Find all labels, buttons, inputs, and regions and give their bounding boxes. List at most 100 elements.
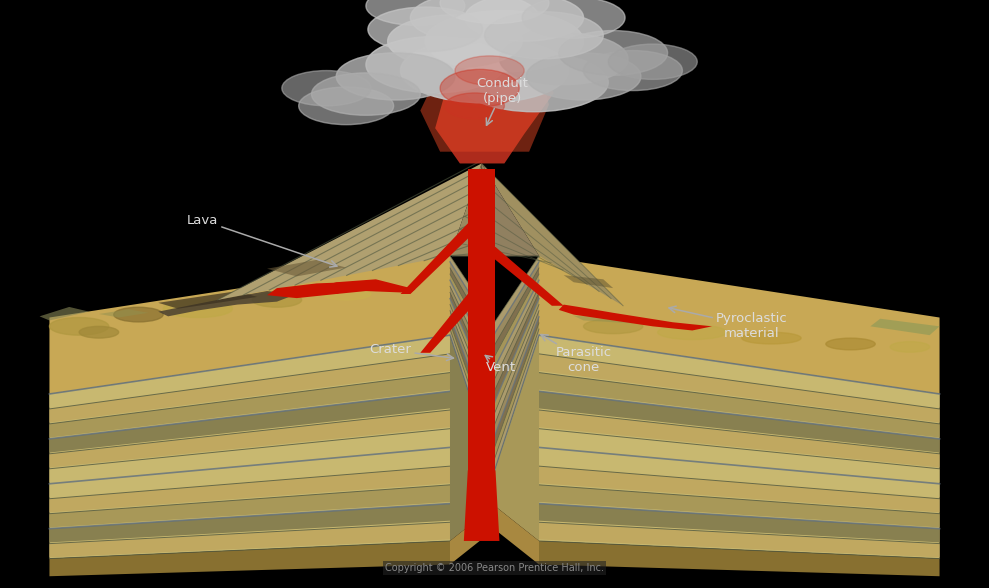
Polygon shape: [494, 274, 539, 367]
Polygon shape: [559, 305, 712, 330]
Ellipse shape: [336, 53, 455, 100]
Ellipse shape: [440, 69, 519, 107]
Ellipse shape: [368, 7, 483, 52]
Polygon shape: [450, 268, 494, 356]
Ellipse shape: [312, 73, 420, 115]
Polygon shape: [450, 286, 494, 390]
Ellipse shape: [485, 12, 603, 59]
Polygon shape: [494, 268, 539, 356]
Ellipse shape: [388, 15, 522, 68]
Polygon shape: [450, 305, 494, 424]
Ellipse shape: [79, 326, 119, 338]
Ellipse shape: [410, 0, 539, 42]
Ellipse shape: [366, 0, 465, 25]
Polygon shape: [494, 329, 539, 470]
Polygon shape: [539, 485, 940, 527]
Polygon shape: [267, 281, 376, 298]
Polygon shape: [564, 275, 613, 288]
Polygon shape: [468, 169, 495, 506]
Polygon shape: [49, 335, 450, 407]
Ellipse shape: [465, 0, 584, 41]
Polygon shape: [49, 503, 450, 542]
Polygon shape: [539, 541, 940, 576]
Polygon shape: [494, 299, 539, 413]
Polygon shape: [450, 274, 494, 367]
Polygon shape: [450, 323, 494, 458]
Polygon shape: [539, 354, 940, 423]
Polygon shape: [49, 410, 450, 467]
Polygon shape: [480, 247, 564, 306]
Text: Copyright © 2006 Pearson Prentice Hall, Inc.: Copyright © 2006 Pearson Prentice Hall, …: [385, 563, 604, 573]
Polygon shape: [420, 294, 484, 353]
Polygon shape: [494, 323, 539, 458]
Polygon shape: [40, 307, 89, 320]
Ellipse shape: [499, 33, 628, 85]
Polygon shape: [574, 316, 633, 323]
Polygon shape: [49, 541, 450, 576]
Text: Conduit
(pipe): Conduit (pipe): [477, 77, 528, 125]
Polygon shape: [450, 506, 539, 564]
Ellipse shape: [252, 292, 302, 308]
Ellipse shape: [368, 7, 483, 52]
Ellipse shape: [425, 11, 584, 72]
Polygon shape: [49, 354, 450, 423]
Ellipse shape: [49, 318, 109, 335]
Polygon shape: [49, 256, 450, 394]
Polygon shape: [450, 280, 494, 379]
Polygon shape: [539, 335, 940, 559]
Ellipse shape: [465, 0, 584, 41]
Polygon shape: [218, 163, 482, 300]
Ellipse shape: [401, 38, 569, 103]
Ellipse shape: [522, 0, 625, 38]
Polygon shape: [494, 317, 539, 447]
Polygon shape: [420, 46, 549, 152]
Polygon shape: [539, 256, 940, 394]
Polygon shape: [494, 310, 539, 435]
Ellipse shape: [440, 0, 549, 24]
Polygon shape: [158, 291, 297, 316]
Ellipse shape: [299, 87, 394, 125]
Polygon shape: [49, 447, 450, 497]
Ellipse shape: [366, 0, 465, 25]
Ellipse shape: [282, 71, 371, 106]
Ellipse shape: [890, 342, 930, 352]
Text: Pyroclastic
material: Pyroclastic material: [669, 306, 787, 340]
Ellipse shape: [559, 31, 668, 75]
Polygon shape: [49, 335, 450, 559]
Polygon shape: [494, 305, 539, 424]
Polygon shape: [494, 292, 539, 401]
Ellipse shape: [584, 51, 682, 91]
Polygon shape: [494, 262, 539, 344]
Polygon shape: [267, 260, 346, 276]
Polygon shape: [494, 256, 539, 333]
Ellipse shape: [460, 53, 608, 112]
Polygon shape: [316, 279, 415, 294]
Ellipse shape: [526, 53, 641, 100]
Text: Vent: Vent: [486, 356, 516, 374]
Polygon shape: [870, 319, 940, 335]
Text: Lava: Lava: [187, 214, 337, 267]
Polygon shape: [482, 163, 623, 306]
Polygon shape: [450, 317, 494, 447]
Polygon shape: [539, 391, 940, 453]
Ellipse shape: [366, 36, 504, 93]
Polygon shape: [494, 256, 539, 470]
Ellipse shape: [114, 308, 163, 322]
Ellipse shape: [401, 38, 569, 103]
Polygon shape: [450, 329, 494, 470]
Polygon shape: [49, 373, 450, 437]
Ellipse shape: [388, 15, 522, 68]
Ellipse shape: [826, 338, 875, 350]
Polygon shape: [539, 335, 940, 407]
Polygon shape: [539, 503, 940, 542]
Ellipse shape: [584, 319, 643, 334]
Ellipse shape: [499, 33, 628, 85]
Ellipse shape: [445, 93, 504, 119]
Ellipse shape: [425, 11, 584, 72]
Polygon shape: [539, 429, 940, 483]
Ellipse shape: [299, 87, 394, 125]
Polygon shape: [450, 299, 494, 413]
Ellipse shape: [440, 0, 549, 24]
Polygon shape: [539, 466, 940, 513]
Polygon shape: [494, 280, 539, 379]
